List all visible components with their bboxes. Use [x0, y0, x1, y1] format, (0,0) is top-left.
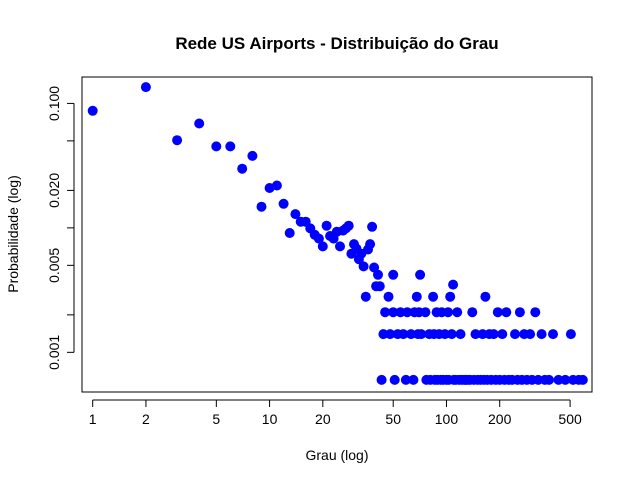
data-point [467, 307, 478, 318]
plot-frame [81, 76, 593, 393]
data-point [514, 307, 525, 318]
data-point [525, 329, 536, 340]
data-point [411, 291, 422, 302]
data-point [400, 374, 411, 385]
data-point [428, 291, 439, 302]
data-point [388, 269, 399, 280]
data-point [358, 261, 369, 272]
x-tick-label: 1 [89, 411, 97, 427]
y-axis: 0.001 0.005 0.020 0.100 [46, 86, 75, 370]
data-point [497, 329, 508, 340]
data-point [470, 329, 481, 340]
data-point [380, 307, 391, 318]
data-point [335, 241, 345, 252]
data-point [321, 220, 332, 231]
data-point [365, 239, 376, 250]
data-point [530, 307, 541, 318]
data-point [443, 307, 453, 318]
x-tick-label: 200 [488, 411, 512, 427]
data-point [389, 374, 400, 385]
data-point [488, 329, 499, 340]
data-point [367, 221, 378, 232]
data-point [480, 291, 491, 302]
data-point [452, 307, 463, 318]
data-point [247, 150, 258, 161]
data-point [536, 329, 547, 340]
x-tick-label: 500 [558, 411, 582, 427]
data-point [445, 291, 456, 302]
data-point [408, 374, 419, 385]
x-tick-label: 5 [212, 411, 220, 427]
data-point [271, 180, 282, 191]
data-point [87, 105, 98, 116]
data-point [406, 329, 416, 340]
data-point [565, 329, 576, 340]
x-tick-label: 50 [385, 411, 401, 427]
data-point [237, 163, 248, 174]
data-point [172, 135, 183, 146]
data-point [374, 281, 385, 292]
x-axis: 1 2 5 10 20 50 100 200 500 [89, 399, 582, 427]
y-tick-label: 0.001 [46, 335, 62, 370]
data-point [313, 233, 324, 244]
data-point [256, 201, 267, 212]
x-tick-label: 100 [435, 411, 459, 427]
data-point [415, 269, 426, 280]
data-point [373, 269, 383, 280]
data-point [501, 307, 512, 318]
y-tick-label: 0.020 [46, 173, 62, 208]
data-point [448, 279, 459, 290]
data-point [225, 141, 236, 152]
data-point [544, 374, 554, 385]
data-point [388, 307, 399, 318]
data-points [87, 82, 588, 385]
data-point [284, 228, 295, 238]
data-point [343, 220, 354, 231]
data-point [510, 329, 520, 340]
data-point [446, 329, 457, 340]
data-point [385, 329, 396, 340]
x-tick-label: 20 [315, 411, 331, 427]
data-point [278, 198, 289, 209]
y-axis-label: Probabilidade (log) [5, 175, 21, 293]
data-point [360, 291, 371, 302]
x-axis-label: Grau (log) [305, 447, 368, 463]
data-point [211, 141, 222, 152]
data-point [376, 374, 387, 385]
data-point [290, 209, 301, 220]
x-tick-label: 10 [262, 411, 278, 427]
data-point [577, 374, 588, 385]
data-point [416, 329, 427, 340]
chart-title: Rede US Airports - Distribuição do Grau [175, 34, 498, 53]
data-point [317, 241, 328, 252]
data-point [402, 307, 413, 318]
data-point [420, 307, 431, 318]
y-tick-label: 0.005 [46, 248, 62, 283]
data-point [194, 118, 205, 129]
data-point [383, 291, 394, 302]
data-point [560, 374, 571, 385]
data-point [492, 307, 503, 318]
data-point [455, 329, 466, 340]
data-point [398, 329, 409, 340]
x-tick-label: 2 [142, 411, 150, 427]
y-tick-label: 0.100 [46, 86, 62, 121]
data-point [140, 82, 151, 93]
data-point [548, 329, 558, 340]
